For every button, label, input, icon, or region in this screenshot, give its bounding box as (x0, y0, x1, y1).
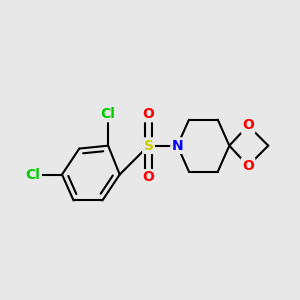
Text: S: S (144, 139, 154, 153)
Text: Cl: Cl (26, 167, 40, 182)
Text: N: N (172, 139, 183, 153)
Text: O: O (242, 159, 254, 173)
Text: O: O (242, 118, 254, 133)
Text: O: O (142, 107, 154, 121)
Text: O: O (142, 170, 154, 184)
Text: Cl: Cl (101, 107, 116, 121)
